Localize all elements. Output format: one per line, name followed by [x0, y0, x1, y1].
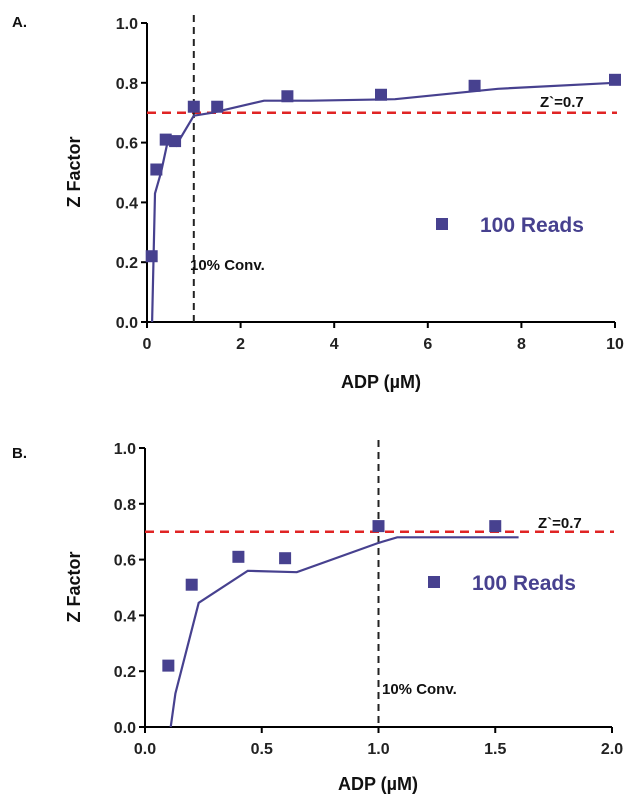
y-tick-label: 1.0: [116, 16, 138, 33]
data-point: [372, 520, 385, 533]
data-point: [162, 659, 175, 672]
data-point: [281, 90, 294, 103]
fit-line: [151, 81, 616, 323]
y-tick-label: 0.2: [116, 255, 138, 272]
data-point: [375, 88, 387, 101]
x-tick-label: 1.5: [484, 741, 506, 758]
data-point: [232, 550, 245, 563]
x-axis-title: ADP (µM): [338, 774, 418, 794]
x-tick-label: 10: [606, 336, 624, 353]
data-point: [609, 73, 621, 86]
threshold-label: Z`=0.7: [540, 94, 584, 111]
data-point: [468, 79, 481, 92]
panel-label: A.: [12, 14, 27, 31]
y-tick-label: 1.0: [114, 441, 136, 458]
y-axis-title: Z Factor: [64, 551, 84, 622]
x-tick-label: 0.5: [251, 741, 273, 758]
x-tick-label: 6: [423, 336, 432, 353]
x-axis-title: ADP (µM): [341, 372, 421, 392]
chart-panel-a: A. 0.0 0.2 0.4 0.6 0.8 1.0 0 2 4 6 8 10 ADP (µM) Z Fac…: [12, 14, 624, 392]
y-tick-label: 0.8: [114, 497, 136, 514]
data-point: [187, 100, 200, 113]
panel-label: B.: [12, 445, 27, 462]
x-tick-label: 2: [236, 336, 245, 353]
data-point: [489, 520, 502, 533]
data-point: [150, 163, 163, 176]
legend-marker: [428, 576, 440, 588]
y-tick-label: 0.8: [116, 76, 138, 93]
data-point: [145, 250, 158, 263]
data-point: [185, 578, 198, 591]
fit-line: [169, 536, 519, 728]
y-tick-label: 0.4: [114, 608, 136, 625]
y-tick-label: 0.6: [114, 553, 136, 570]
x-tick-label: 4: [330, 336, 339, 353]
data-point: [159, 133, 172, 146]
legend-marker: [436, 218, 448, 230]
legend-label: 100 Reads: [472, 572, 576, 595]
conversion-label: 10% Conv.: [190, 257, 265, 274]
x-tick-label: 2.0: [601, 741, 623, 758]
conversion-label: 10% Conv.: [382, 681, 457, 698]
chart-panel-b: B. 0.0 0.2 0.4 0.6 0.8 1.0 0.0 0.5 1.0 1.5 2.0 ADP (…: [12, 440, 623, 794]
data-point: [279, 552, 292, 565]
y-tick-label: 0.0: [114, 720, 136, 737]
threshold-label: Z`=0.7: [538, 515, 582, 532]
data-point: [169, 135, 182, 148]
y-axis-title: Z Factor: [64, 136, 84, 207]
y-tick-label: 0.4: [116, 195, 138, 212]
legend-label: 100 Reads: [480, 214, 584, 237]
x-tick-label: 1.0: [367, 741, 389, 758]
y-tick-label: 0.0: [116, 315, 138, 332]
data-point: [211, 100, 224, 113]
y-tick-label: 0.2: [114, 664, 136, 681]
x-tick-label: 0: [143, 336, 152, 353]
x-tick-label: 0.0: [134, 741, 156, 758]
x-tick-label: 8: [517, 336, 526, 353]
y-tick-label: 0.6: [116, 136, 138, 153]
